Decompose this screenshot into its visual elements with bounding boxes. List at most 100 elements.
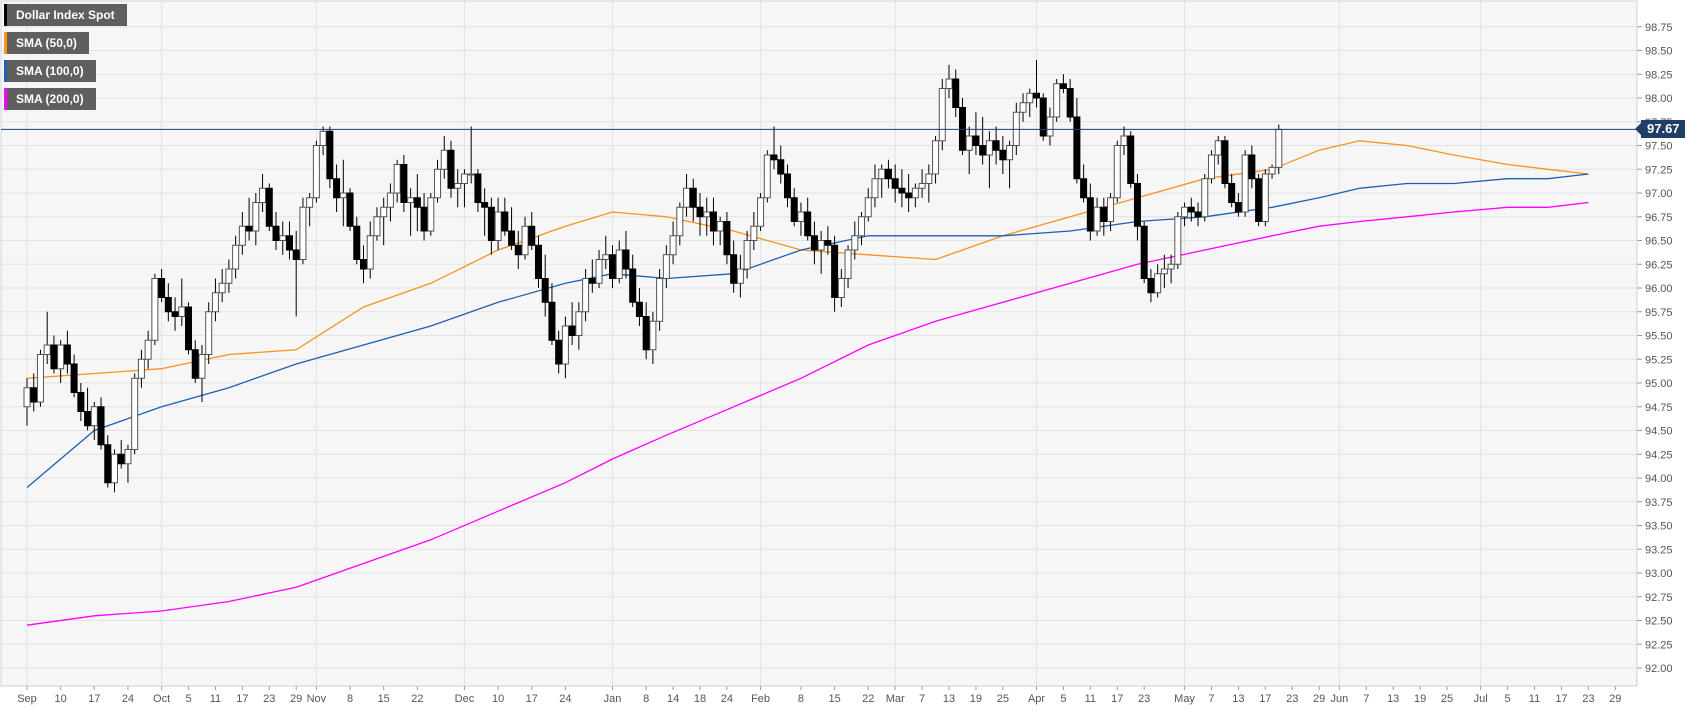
x-axis-label: 29 [1313,693,1325,705]
candle [992,140,1000,151]
candle [1120,135,1128,146]
y-axis-label: 92.00 [1645,663,1673,675]
y-axis-label: 93.50 [1645,521,1673,533]
candle [831,244,839,298]
candle [1133,183,1141,227]
x-axis-label: 18 [694,693,706,705]
x-axis-label: Oct [153,693,170,705]
candle [642,316,650,351]
candle [689,187,697,208]
candle [30,387,38,403]
x-axis-label: 11 [210,693,221,705]
legend-item-sma-100[interactable]: SMA (100,0) [4,60,96,82]
x-axis-label: Jan [604,693,622,705]
candle [43,344,51,355]
legend-item-dollar-index[interactable]: Dollar Index Spot [4,4,127,26]
candle [1033,92,1040,99]
x-axis-label: 10 [492,693,504,705]
candle [1080,178,1088,199]
candle [413,197,421,208]
y-axis-label: 94.50 [1645,426,1673,438]
candle [104,444,112,484]
candle [932,140,940,175]
candle [945,78,953,89]
x-axis-label: 22 [411,693,423,705]
candle [319,130,327,146]
sma-line [26,173,1589,488]
candle [185,306,193,351]
y-axis-label: 98.75 [1645,22,1673,34]
candle [386,192,394,208]
candle [1086,197,1094,232]
candle [326,130,334,180]
plot-border [0,0,1638,687]
candle [824,240,832,246]
candle [1221,140,1229,184]
candle [1026,92,1034,104]
y-axis-label: 98.25 [1645,69,1673,81]
y-axis-label: 95.25 [1645,354,1673,366]
candle [1053,83,1061,118]
candle [333,178,341,199]
y-axis-label: 95.50 [1645,331,1673,343]
x-axis-label: Mar [886,693,905,705]
candle [252,202,260,232]
candle [609,254,617,279]
y-axis-label: 97.50 [1645,141,1673,153]
x-axis-label: 25 [997,693,1009,705]
candle [454,183,462,189]
candle [696,206,704,218]
candle [629,268,637,303]
candle [534,244,542,279]
candle [615,249,623,279]
candle [1006,145,1014,161]
candle [97,406,105,446]
candle [407,197,415,203]
y-axis-label: 93.25 [1645,544,1673,556]
candle [1174,216,1182,265]
candle [481,202,489,208]
x-axis-label: 23 [1582,693,1594,705]
candle [965,135,973,151]
candle [299,206,307,260]
candle [467,173,475,176]
candle [1059,83,1067,89]
candle [656,278,664,322]
candle [198,354,206,379]
candle [232,244,240,270]
candle [50,344,58,370]
candle [676,206,684,237]
candle [1187,206,1195,213]
candle [494,211,502,241]
candle [1147,278,1155,294]
candle [420,206,428,232]
x-axis-label: 24 [122,693,134,705]
x-axis-label: Nov [307,693,327,705]
candle [77,392,85,412]
candle [999,149,1007,161]
x-axis-label: 7 [1363,693,1369,705]
candle [380,206,388,218]
candle [265,187,273,227]
candle [259,187,267,203]
candle [568,325,576,336]
x-axis-label: 22 [862,693,874,705]
candle [770,154,778,161]
x-axis-label: 29 [290,693,302,705]
candle [669,235,677,256]
plot-area [1,1,1637,686]
x-axis-label: 15 [378,693,390,705]
candle [709,211,717,232]
candle [508,230,516,246]
legend-item-sma-50[interactable]: SMA (50,0) [4,32,89,54]
x-axis-label: Dec [455,693,475,705]
candle [1255,178,1263,222]
x-axis-label: 15 [828,693,840,705]
candle [763,154,771,199]
legend-item-sma-200[interactable]: SMA (200,0) [4,88,96,110]
y-axis-label: 96.25 [1645,259,1673,271]
candle [306,197,314,208]
y-axis-label: 95.00 [1645,378,1673,390]
